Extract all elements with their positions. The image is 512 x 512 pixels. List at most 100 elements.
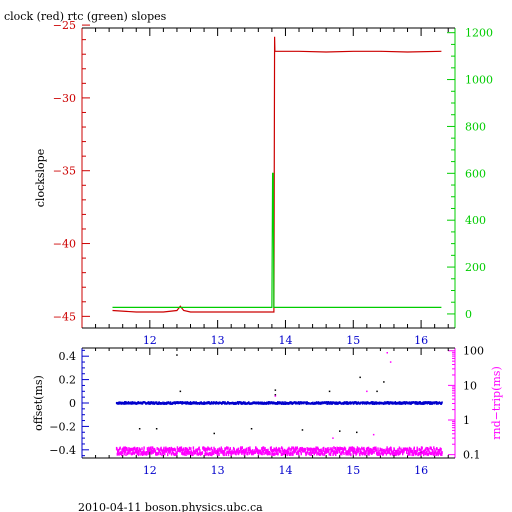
data-point (226, 450, 228, 454)
data-point (321, 450, 323, 453)
data-point (335, 402, 337, 405)
data-point (198, 446, 200, 450)
data-point (229, 449, 231, 453)
data-point (440, 452, 442, 456)
data-point (118, 452, 120, 456)
data-point (133, 451, 136, 455)
data-point (310, 452, 313, 456)
data-point (342, 447, 345, 451)
data-point (121, 448, 123, 452)
data-point (335, 450, 338, 454)
outlier-point (383, 381, 385, 383)
data-point (178, 446, 181, 450)
data-point (122, 449, 125, 453)
outlier-point (359, 376, 361, 379)
data-point (134, 447, 136, 451)
data-point (311, 447, 313, 451)
data-point (331, 402, 334, 405)
data-point (376, 449, 378, 453)
data-point (132, 451, 135, 455)
data-point (375, 451, 378, 455)
data-point (362, 451, 364, 455)
data-point (155, 401, 157, 404)
data-point (185, 453, 187, 456)
data-point (363, 446, 365, 450)
data-point (122, 447, 124, 451)
data-point (179, 449, 181, 453)
data-point (352, 452, 355, 456)
data-point (165, 449, 168, 453)
data-point (164, 449, 166, 453)
data-point (331, 401, 333, 404)
data-point (124, 446, 126, 450)
data-point (275, 448, 277, 452)
data-point (155, 402, 158, 405)
data-point (353, 402, 355, 405)
outlier-point (376, 390, 378, 393)
data-point (431, 402, 434, 405)
data-point (211, 453, 213, 457)
data-point (236, 448, 239, 452)
data-point (418, 447, 420, 451)
data-point (242, 450, 244, 454)
data-point (286, 453, 288, 457)
data-point (119, 451, 121, 455)
data-point (432, 450, 434, 454)
data-point (167, 447, 169, 451)
data-point (276, 402, 279, 405)
data-point (408, 446, 411, 450)
bottom-left-tick-label: −0.2 (49, 420, 76, 433)
data-point (163, 402, 165, 405)
data-point (384, 450, 387, 454)
data-point (298, 452, 300, 456)
data-point (387, 448, 389, 452)
data-point (369, 451, 371, 455)
data-point (426, 450, 428, 454)
data-point (282, 401, 284, 404)
outlier-point (250, 428, 253, 430)
data-point (184, 447, 187, 451)
data-point (274, 448, 276, 452)
data-point (162, 451, 164, 455)
top-right-tick-label: 600 (465, 167, 486, 180)
data-point (439, 447, 441, 451)
data-point (433, 453, 435, 457)
top-y-axis-label: clockslope (34, 149, 47, 207)
data-point (324, 451, 326, 455)
data-point (422, 401, 424, 404)
data-point (296, 446, 298, 450)
data-point (341, 452, 343, 456)
data-point (390, 401, 392, 404)
data-point (291, 401, 293, 404)
data-point (321, 452, 324, 456)
top-x-tick-label: 16 (414, 334, 428, 347)
data-point (162, 401, 164, 404)
data-point (168, 447, 171, 450)
data-point (200, 401, 202, 404)
data-point (261, 447, 263, 451)
data-point (240, 447, 242, 451)
data-point (197, 448, 199, 452)
data-point (436, 402, 438, 405)
data-point (293, 447, 295, 451)
series-offset (115, 401, 443, 405)
data-point (211, 401, 213, 404)
data-point (127, 451, 130, 455)
data-point (379, 453, 381, 457)
data-point (218, 453, 220, 456)
data-point (125, 453, 127, 456)
data-point (121, 451, 124, 455)
data-point (181, 448, 183, 452)
data-point (329, 447, 331, 451)
data-point (430, 447, 432, 451)
data-point (409, 449, 411, 453)
bottom-left-tick-label: −0.4 (49, 444, 76, 457)
data-point (201, 451, 204, 455)
data-point (396, 451, 399, 455)
data-point (314, 450, 317, 454)
data-point (423, 402, 425, 405)
data-point (131, 447, 133, 451)
data-point (416, 448, 419, 452)
data-point (136, 449, 138, 453)
